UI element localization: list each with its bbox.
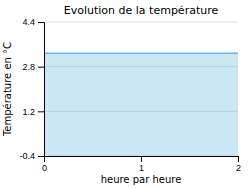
marks [44,53,238,156]
y-axis: -0.4 1.2 2.8 4.4 [19,17,44,161]
tick-mark [141,156,142,162]
area [44,53,238,156]
tick-label: 4.4 [22,17,35,27]
axis-line [45,157,239,163]
tick-mark [38,111,44,112]
tick-mark [38,22,44,23]
tick: 2 [236,156,241,173]
tick: 0 [42,156,47,173]
title: Evolution de la température [64,4,219,17]
tick: -0.4 [19,151,44,161]
grid [44,22,238,156]
tick: 1 [139,156,144,173]
tick-mark [38,156,44,157]
grid-line [44,22,238,23]
tick-label: 1.2 [22,107,35,117]
tick-mark [38,67,44,68]
tick-label: 2.8 [22,62,35,72]
tick-label: 0 [42,163,47,173]
tick-label: -0.4 [19,151,35,161]
tick: 4.4 [22,17,44,27]
x-axis: 0 1 2 [42,156,241,173]
tick-label: 2 [236,163,241,173]
tick: 1.2 [22,107,44,117]
tick-label: 1 [139,163,144,173]
tick: 2.8 [22,62,44,72]
chart: 0 1 2 -0.4 1.2 2.8 4.4 Evolution de la températ… [0,0,250,188]
line [44,53,238,55]
plot: 0 1 2 -0.4 1.2 2.8 4.4 [19,17,241,173]
y-axis-title: Température en °C [2,42,13,137]
axis-line [38,23,45,157]
tick-mark [238,156,239,162]
x-axis-title: heure par heure [101,174,182,185]
